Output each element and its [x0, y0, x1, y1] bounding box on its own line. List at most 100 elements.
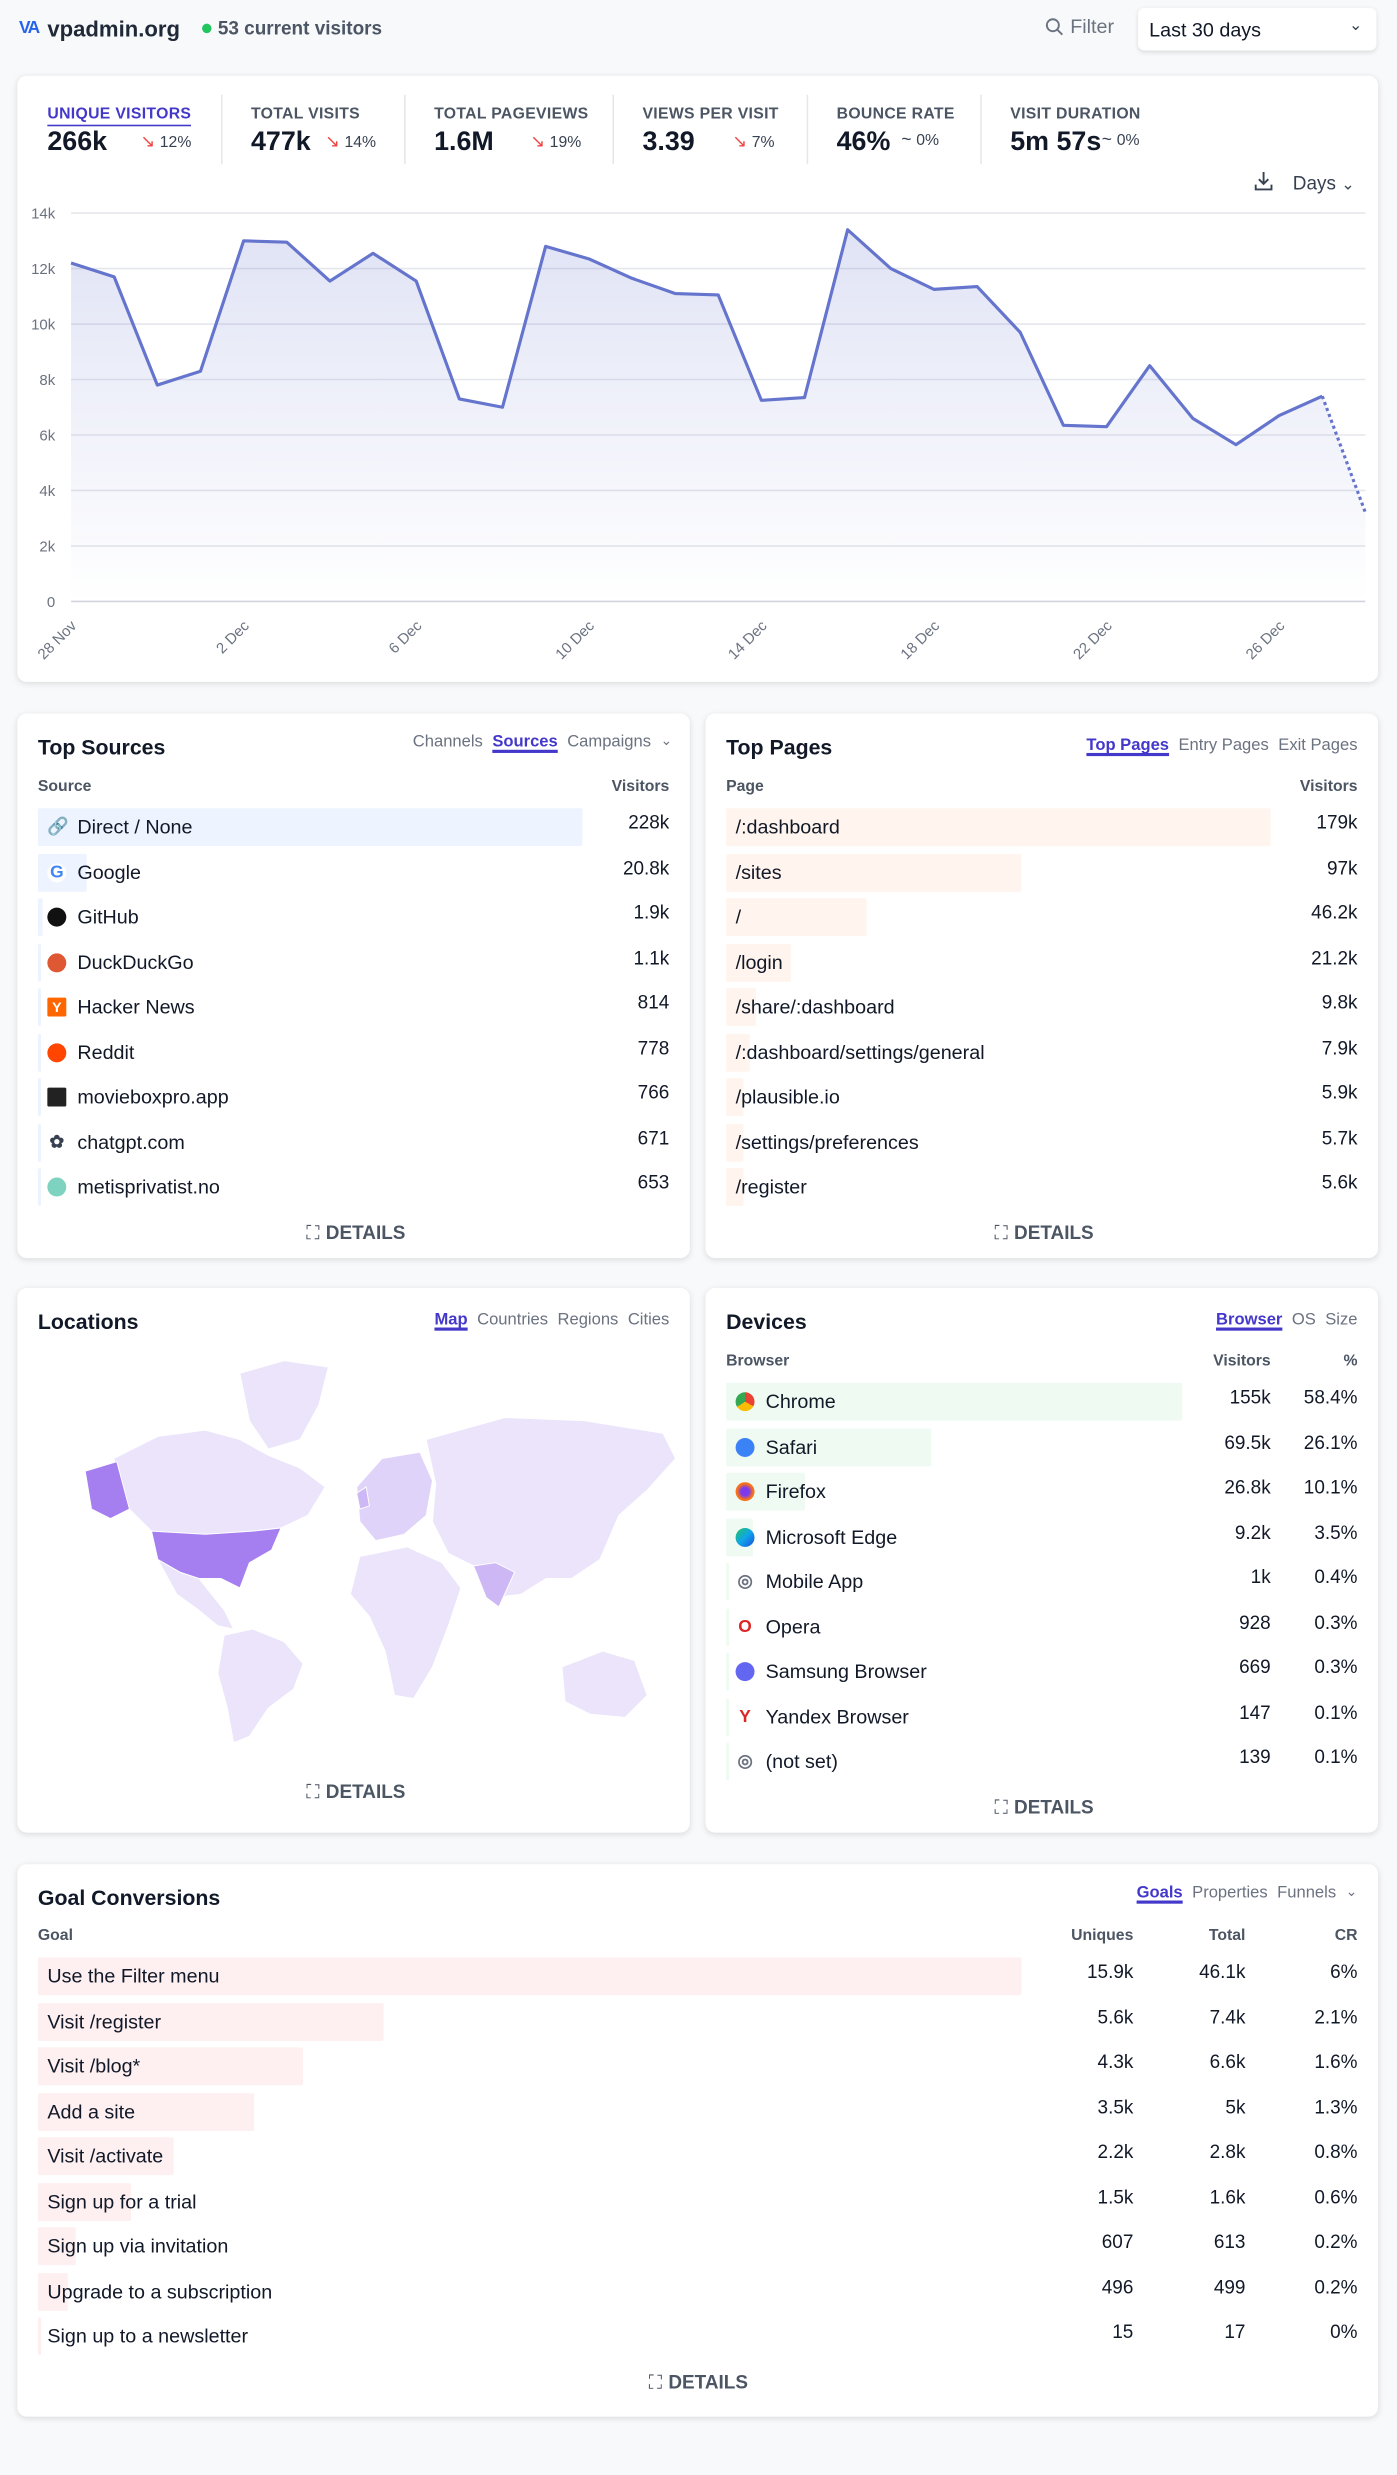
- tab-browser[interactable]: Browser: [1216, 1310, 1283, 1330]
- data-point[interactable]: [889, 267, 892, 270]
- data-point[interactable]: [328, 279, 331, 282]
- row-label[interactable]: /login: [736, 951, 783, 973]
- sources-row[interactable]: DuckDuckGo 1.1k: [37, 943, 669, 982]
- data-point[interactable]: [932, 288, 935, 291]
- row-label[interactable]: Reddit: [47, 1041, 134, 1063]
- row-label[interactable]: Y Hacker News: [47, 996, 195, 1018]
- row-label[interactable]: /: [736, 906, 742, 928]
- pages-row[interactable]: /share/:dashboard 9.8k: [726, 988, 1358, 1027]
- row-label[interactable]: /settings/preferences: [736, 1131, 919, 1153]
- world-map[interactable]: [47, 1358, 678, 1753]
- interval-select[interactable]: Days ⌄: [1293, 172, 1355, 194]
- sources-row[interactable]: 🔗 Direct / None 228k: [37, 808, 669, 847]
- goals-row[interactable]: Visit /activate 2.2k 2.8k 0.8%: [37, 2137, 1358, 2176]
- pages-row[interactable]: /:dashboard 179k: [726, 808, 1358, 847]
- tab-os[interactable]: OS: [1291, 1310, 1316, 1330]
- goals-row[interactable]: Sign up to a newsletter 15 17 0%: [37, 2317, 1358, 2356]
- row-label[interactable]: G Google: [47, 861, 141, 883]
- row-label[interactable]: DuckDuckGo: [47, 951, 194, 973]
- data-point[interactable]: [976, 285, 979, 288]
- data-point[interactable]: [242, 239, 245, 242]
- devices-row[interactable]: Samsung Browser 669 0.3%: [726, 1652, 1358, 1691]
- sources-row[interactable]: movieboxpro.app 766: [37, 1078, 669, 1116]
- chevron-down-icon[interactable]: ⌄: [660, 732, 673, 749]
- pages-details-button[interactable]: ⛶ DETAILS: [994, 1222, 1093, 1246]
- pages-row[interactable]: /plausible.io 5.9k: [726, 1078, 1358, 1116]
- data-point[interactable]: [199, 370, 202, 373]
- row-label[interactable]: Sign up to a newsletter: [47, 2325, 248, 2347]
- goals-row[interactable]: Sign up via invitation 607 613 0.2%: [37, 2227, 1358, 2266]
- data-point[interactable]: [371, 252, 374, 255]
- data-point[interactable]: [544, 245, 547, 248]
- pages-row[interactable]: / 46.2k: [726, 898, 1358, 937]
- site-switcher[interactable]: vpadmin.org: [47, 15, 180, 42]
- data-point[interactable]: [1105, 425, 1108, 428]
- goals-row[interactable]: Upgrade to a subscription 496 499 0.2%: [37, 2272, 1358, 2311]
- row-label[interactable]: /share/:dashboard: [736, 996, 895, 1018]
- goals-row[interactable]: Visit /blog* 4.3k 6.6k 1.6%: [37, 2047, 1358, 2086]
- devices-row[interactable]: Chrome 155k 58.4%: [726, 1382, 1358, 1421]
- stat-total-pageviews[interactable]: TOTAL PAGEVIEWS 1.6M ↘ 19%: [434, 98, 588, 157]
- data-point[interactable]: [69, 261, 72, 264]
- row-label[interactable]: /register: [736, 1176, 807, 1198]
- stat-bounce-rate[interactable]: BOUNCE RATE 46% ~0%: [837, 98, 955, 157]
- row-label[interactable]: Sign up for a trial: [47, 2190, 196, 2212]
- goals-row[interactable]: Add a site 3.5k 5k 1.3%: [37, 2092, 1358, 2131]
- data-point[interactable]: [1062, 424, 1065, 427]
- row-label[interactable]: Visit /blog*: [47, 2055, 140, 2077]
- stat-visit-duration[interactable]: VISIT DURATION 5m 57s ~0%: [1010, 98, 1140, 157]
- data-point[interactable]: [113, 275, 116, 278]
- tab-goals[interactable]: Goals: [1136, 1883, 1183, 1903]
- data-point[interactable]: [1148, 364, 1151, 367]
- goals-row[interactable]: Use the Filter menu 15.9k 46.1k 6%: [37, 1957, 1358, 1996]
- locations-details-button[interactable]: ⛶ DETAILS: [306, 1781, 405, 1805]
- download-button[interactable]: [1253, 170, 1274, 198]
- row-label[interactable]: movieboxpro.app: [47, 1086, 229, 1108]
- sources-row[interactable]: Y Hacker News 814: [37, 988, 669, 1027]
- date-range-select[interactable]: Last 30 days ⌄: [1138, 7, 1377, 51]
- row-label[interactable]: /:dashboard/settings/general: [736, 1041, 985, 1063]
- visitors-chart[interactable]: 0 2k 4k 6k 8k 10k 12k 14k 28 Nov 2 Dec 6 Dec 10 Dec…: [17, 189, 1378, 663]
- data-point[interactable]: [1019, 331, 1022, 334]
- data-point[interactable]: [285, 241, 288, 244]
- pages-row[interactable]: /settings/preferences 5.7k: [726, 1123, 1358, 1161]
- data-point[interactable]: [760, 399, 763, 402]
- goals-row[interactable]: Sign up for a trial 1.5k 1.6k 0.6%: [37, 2182, 1358, 2221]
- tab-top-pages[interactable]: Top Pages: [1086, 735, 1170, 755]
- row-label[interactable]: Samsung Browser: [735, 1661, 927, 1683]
- row-label[interactable]: GitHub: [47, 906, 139, 928]
- data-point[interactable]: [630, 277, 633, 280]
- tab-size[interactable]: Size: [1325, 1310, 1358, 1330]
- data-point[interactable]: [1234, 443, 1237, 446]
- tab-cities[interactable]: Cities: [627, 1310, 670, 1330]
- current-visitors[interactable]: 53 current visitors: [217, 17, 383, 40]
- tab-exit-pages[interactable]: Exit Pages: [1278, 735, 1358, 755]
- sources-row[interactable]: ✿ chatgpt.com 671: [37, 1123, 669, 1161]
- devices-row[interactable]: O Opera 928 0.3%: [726, 1607, 1358, 1646]
- tab-entry-pages[interactable]: Entry Pages: [1178, 735, 1269, 755]
- sources-row[interactable]: G Google 20.8k: [37, 853, 669, 892]
- goals-row[interactable]: Visit /register 5.6k 7.4k 2.1%: [37, 2002, 1358, 2041]
- pages-row[interactable]: /:dashboard/settings/general 7.9k: [726, 1033, 1358, 1072]
- filter-button[interactable]: Filter: [1045, 16, 1114, 38]
- tab-sources[interactable]: Sources: [492, 732, 558, 752]
- tab-campaigns[interactable]: Campaigns: [567, 732, 652, 752]
- pages-row[interactable]: /register 5.6k: [726, 1168, 1358, 1206]
- row-label[interactable]: /sites: [736, 861, 782, 883]
- row-label[interactable]: Microsoft Edge: [735, 1526, 897, 1548]
- tab-regions[interactable]: Regions: [557, 1310, 619, 1330]
- stat-views-per-visit[interactable]: VIEWS PER VISIT 3.39 ↘ 7%: [642, 98, 778, 157]
- row-label[interactable]: Upgrade to a subscription: [47, 2280, 272, 2302]
- row-label[interactable]: Sign up via invitation: [47, 2235, 228, 2257]
- sources-details-button[interactable]: ⛶ DETAILS: [306, 1222, 405, 1246]
- devices-row[interactable]: Y Yandex Browser 147 0.1%: [726, 1697, 1358, 1736]
- sources-row[interactable]: GitHub 1.9k: [37, 898, 669, 937]
- data-point[interactable]: [846, 228, 849, 231]
- row-label[interactable]: metisprivatist.no: [47, 1176, 220, 1198]
- data-point[interactable]: [717, 293, 720, 296]
- tab-properties[interactable]: Properties: [1192, 1883, 1268, 1903]
- row-label[interactable]: /plausible.io: [736, 1086, 840, 1108]
- devices-row[interactable]: Microsoft Edge 9.2k 3.5%: [726, 1517, 1358, 1556]
- data-point[interactable]: [1364, 511, 1367, 514]
- data-point[interactable]: [156, 383, 159, 386]
